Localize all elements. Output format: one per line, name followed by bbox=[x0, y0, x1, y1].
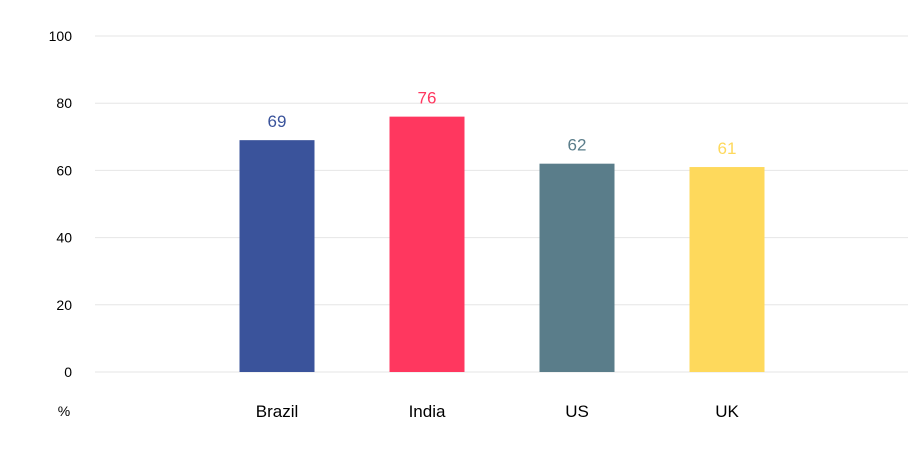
y-axis-ticks: 0 20 40 60 80 100 bbox=[49, 28, 73, 380]
y-tick-label: 80 bbox=[56, 95, 72, 111]
bar-uk bbox=[689, 167, 765, 372]
data-label-brazil: 69 bbox=[268, 112, 287, 131]
x-axis-categories: Brazil India US UK bbox=[256, 402, 740, 421]
y-tick-label: 60 bbox=[56, 162, 72, 178]
category-label-uk: UK bbox=[715, 402, 739, 421]
data-label-us: 62 bbox=[568, 136, 587, 155]
y-axis-unit-label: % bbox=[58, 403, 70, 419]
data-label-uk: 61 bbox=[718, 139, 737, 158]
y-tick-label: 40 bbox=[56, 230, 72, 246]
data-labels: 69 76 62 61 bbox=[268, 89, 737, 158]
y-tick-label: 20 bbox=[56, 297, 72, 313]
bar-us bbox=[539, 163, 615, 372]
bar-brazil bbox=[239, 140, 315, 372]
category-label-india: India bbox=[409, 402, 446, 421]
bars bbox=[239, 116, 765, 372]
category-label-us: US bbox=[565, 402, 589, 421]
bar-india bbox=[389, 116, 465, 372]
y-tick-label: 0 bbox=[64, 364, 72, 380]
data-label-india: 76 bbox=[418, 89, 437, 108]
gridlines bbox=[95, 35, 908, 373]
category-label-brazil: Brazil bbox=[256, 402, 299, 421]
y-tick-label: 100 bbox=[49, 28, 73, 44]
